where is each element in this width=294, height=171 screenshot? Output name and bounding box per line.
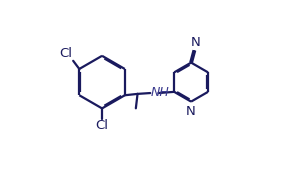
Text: N: N	[190, 36, 200, 49]
Text: NH: NH	[151, 86, 170, 99]
Text: N: N	[186, 105, 196, 118]
Text: Cl: Cl	[59, 47, 72, 60]
Text: Cl: Cl	[96, 119, 108, 132]
